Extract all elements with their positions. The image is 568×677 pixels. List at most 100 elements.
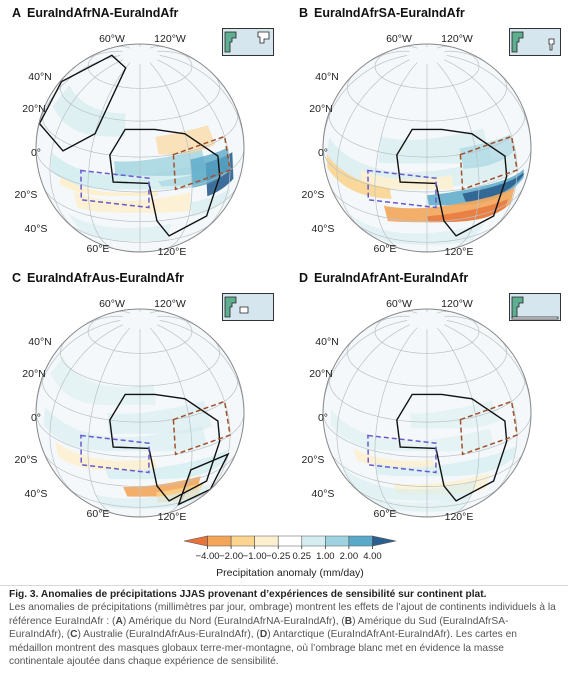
region-box-purple (80, 434, 150, 474)
lat-label-0: 0° (31, 147, 41, 159)
lat-label-20s: 20°S (302, 454, 325, 466)
lat-label-40n: 40°N (315, 71, 338, 83)
panel-b: 60°W 120°W 40°N 20°N 0° 20°S 40°S 60°E 120°E B Eu… (287, 0, 568, 262)
lat-label-20n: 20°N (22, 368, 45, 380)
colorbar: −4.00 −2.00 −1.00 −0.25 0.25 1.00 2.00 4.00 Pre… (183, 535, 397, 579)
caption-text-3: ) Amérique du Sud (EuraIndAfrSA-EuraIndA… (9, 615, 509, 641)
colorbar-cell (325, 535, 350, 547)
panel-c: 60°W 120°W 40°N 20°N 0° 20°S 40°S 60°E 120°E C Eu… (0, 265, 284, 527)
globe-map: 60°W 120°W 40°N 20°N 0° 20°S 40°S 60°E 120°E (302, 28, 561, 258)
lon-label-120w: 120°W (441, 33, 473, 45)
lat-label-40s: 40°S (312, 223, 335, 235)
added-landmass (257, 31, 270, 44)
inset-mask-map (222, 293, 274, 321)
lat-label-20n: 20°N (309, 103, 332, 115)
lon-label-60w: 60°W (99, 298, 125, 310)
globe-map: 60°W 120°W 40°N 20°N 0° 20°S 40°S 60°E 120°E (15, 28, 274, 258)
lon-label-120e: 120°E (445, 246, 474, 258)
lat-label-40n: 40°N (28, 336, 51, 348)
globe-map: 60°W 120°W 40°N 20°N 0° 20°S 40°S 60°E 120°E (15, 293, 274, 523)
lat-label-40n: 40°N (315, 336, 338, 348)
lat-label-0: 0° (31, 412, 41, 424)
lat-label-20s: 20°S (302, 189, 325, 201)
lat-label-40s: 40°S (312, 488, 335, 500)
added-continent-outline (38, 54, 127, 152)
colorbar-tick-label: 0.25 (293, 551, 312, 562)
added-landmass (511, 316, 559, 320)
lat-label-40s: 40°S (25, 488, 48, 500)
figure-caption: Fig. 3. Anomalies de précipitations JJAS… (9, 588, 561, 668)
inset-mask-map (222, 28, 274, 56)
continent-outline (396, 128, 508, 237)
added-landmass (548, 38, 555, 51)
colorbar-cell (254, 535, 279, 547)
panel-title-c: C EuraIndAfrAus-EuraIndAfr (12, 271, 184, 285)
caption-text-2: ) Amérique du Nord (EuraIndAfrNA-EuraInd… (122, 615, 345, 627)
lat-label-20n: 20°N (309, 368, 332, 380)
panel-title-text-d: EuraIndAfrAnt-EuraIndAfr (314, 271, 469, 285)
region-box-purple (367, 434, 437, 474)
colorbar-tick-label: −1.00 (243, 551, 267, 562)
added-landmass (239, 306, 249, 314)
colorbar-tick-label: −0.25 (266, 551, 290, 562)
colorbar-tick-label: 1.00 (316, 551, 335, 562)
caption-ref-a: A (115, 615, 123, 627)
region-box-purple (80, 169, 150, 209)
panel-letter-c: C (12, 271, 22, 285)
continent-outline (109, 128, 221, 237)
lon-label-120e: 120°E (158, 511, 187, 523)
lon-label-60e: 60°E (87, 243, 110, 255)
lon-label-120w: 120°W (154, 33, 186, 45)
lon-label-60w: 60°W (99, 33, 125, 45)
lon-label-60e: 60°E (374, 243, 397, 255)
panel-title-b: B EuraIndAfrSA-EuraIndAfr (299, 6, 465, 20)
colorbar-label: Precipitation anomaly (mm/day) (216, 567, 364, 579)
panel-title-text-c: EuraIndAfrAus-EuraIndAfr (27, 271, 184, 285)
region-box-brown (459, 400, 518, 456)
caption-divider (0, 585, 568, 586)
caption-title: Fig. 3. Anomalies de précipitations JJAS… (9, 589, 487, 600)
panel-title-d: D EuraIndAfrAnt-EuraIndAfr (299, 271, 468, 285)
inset-mask-map (509, 293, 561, 321)
caption-text-5: ) Antarctique (EuraIndAfrAnt-EuraIndAfr)… (9, 629, 517, 668)
lon-label-120w: 120°W (154, 298, 186, 310)
colorbar-tick-label: −2.00 (219, 551, 243, 562)
lon-label-60e: 60°E (374, 508, 397, 520)
inset-mask-map (509, 28, 561, 56)
globe-map: 60°W 120°W 40°N 20°N 0° 20°S 40°S 60°E 120°E (302, 293, 561, 523)
lon-label-60w: 60°W (386, 298, 412, 310)
panel-title-a: A EuraIndAfrNA-EuraIndAfr (12, 6, 178, 20)
panel-letter-a: A (12, 6, 22, 20)
lat-label-0: 0° (318, 412, 328, 424)
region-box-brown (172, 135, 231, 191)
colorbar-cell (301, 535, 326, 547)
colorbar-cell (348, 535, 373, 547)
lat-label-0: 0° (318, 147, 328, 159)
lat-label-40s: 40°S (25, 223, 48, 235)
lon-label-120e: 120°E (445, 511, 474, 523)
caption-ref-c: C (70, 629, 78, 641)
colorbar-cell (372, 535, 397, 547)
caption-text-1: Les anomalies de précipitations (millimè… (9, 602, 556, 627)
region-box-purple (367, 169, 437, 209)
panel-title-text-b: EuraIndAfrSA-EuraIndAfr (314, 6, 465, 20)
lat-label-20n: 20°N (22, 103, 45, 115)
colorbar-tick-label: −4.00 (196, 551, 220, 562)
panel-letter-d: D (299, 271, 309, 285)
continent-outline (396, 393, 508, 502)
panel-d: 60°W 120°W 40°N 20°N 0° 20°S 40°S 60°E 120°E D Eu… (287, 265, 568, 527)
panel-letter-b: B (299, 6, 309, 20)
colorbar-cell (277, 535, 303, 547)
lat-label-20s: 20°S (15, 454, 38, 466)
colorbar-tick-label: 4.00 (363, 551, 382, 562)
colorbar-tick-label: 2.00 (340, 551, 359, 562)
caption-ref-b: B (344, 615, 353, 627)
lat-label-20s: 20°S (15, 189, 38, 201)
lon-label-60e: 60°E (87, 508, 110, 520)
lat-label-40n: 40°N (28, 71, 51, 83)
lon-label-60w: 60°W (386, 33, 412, 45)
panel-title-text-a: EuraIndAfrNA-EuraIndAfr (27, 6, 179, 20)
colorbar-cell (230, 535, 255, 547)
region-box-brown (459, 135, 518, 191)
caption-text-4: ) Australie (EuraIndAfrAus-EuraIndAfr), … (77, 629, 260, 641)
